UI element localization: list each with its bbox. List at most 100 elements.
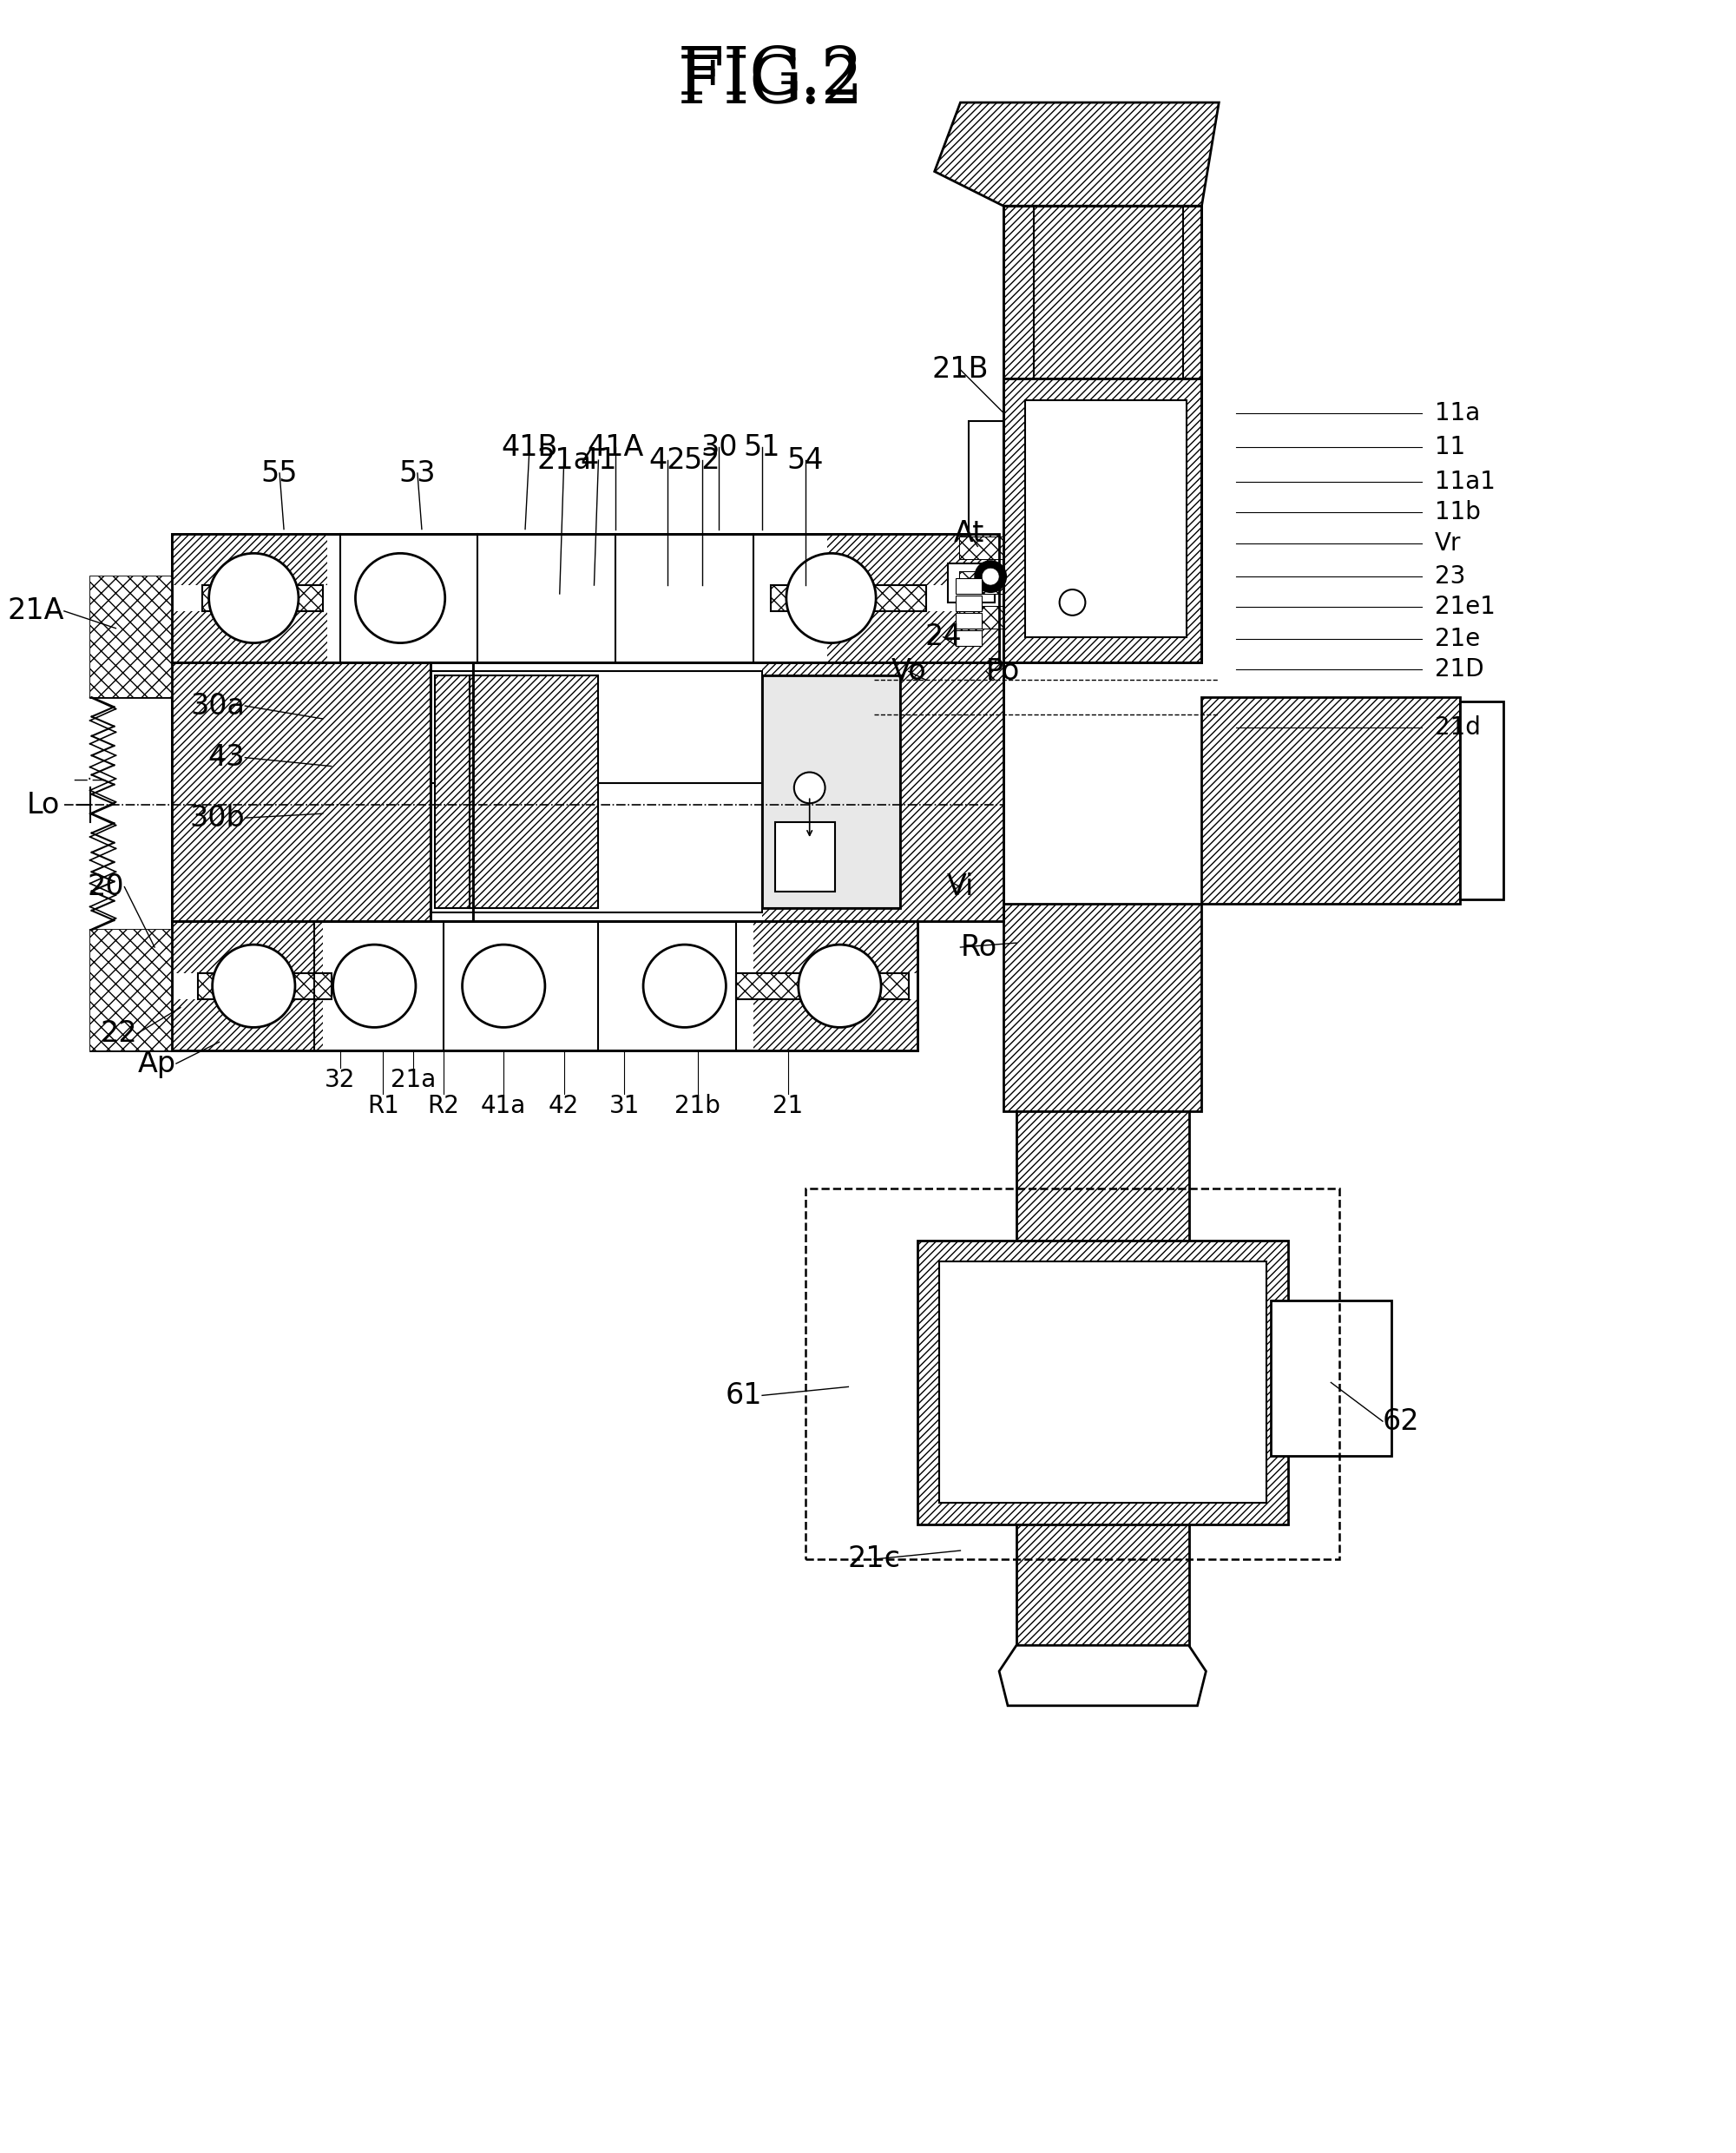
Text: 41A: 41A	[587, 433, 644, 461]
Bar	[198, 973, 332, 999]
Text: 52: 52	[684, 446, 720, 474]
Bar	[1460, 702, 1503, 900]
Text: 21D: 21D	[1434, 657, 1484, 683]
Bar	[172, 921, 917, 1051]
Circle shape	[793, 773, 825, 803]
Bar	[957, 631, 983, 646]
Bar	[826, 534, 1000, 586]
Bar	[172, 999, 323, 1051]
Bar	[1003, 904, 1201, 1111]
Text: 21: 21	[773, 1094, 804, 1117]
Text: 42: 42	[549, 1094, 580, 1117]
Text: 21a: 21a	[391, 1068, 436, 1092]
Bar	[1016, 1111, 1189, 1645]
Circle shape	[644, 945, 726, 1027]
Text: 22: 22	[101, 1018, 137, 1049]
Text: Lo: Lo	[26, 790, 59, 820]
Bar	[172, 921, 323, 973]
Text: 21e1: 21e1	[1434, 594, 1495, 618]
Text: Vo: Vo	[891, 657, 927, 685]
Text: 20: 20	[87, 872, 125, 902]
Bar	[736, 973, 908, 999]
Bar	[753, 999, 917, 1051]
Text: 11a1: 11a1	[1434, 469, 1495, 493]
Circle shape	[212, 945, 295, 1027]
Bar	[960, 538, 1003, 560]
Text: —·—: —·—	[73, 771, 106, 788]
Bar	[753, 921, 917, 973]
Text: 62: 62	[1382, 1406, 1420, 1436]
Bar	[1003, 379, 1201, 663]
Bar	[90, 930, 172, 1051]
Bar	[960, 607, 1003, 629]
Text: 11a: 11a	[1434, 400, 1479, 424]
Text: 21A: 21A	[7, 596, 64, 624]
Bar	[762, 676, 899, 909]
Text: 42: 42	[649, 446, 686, 474]
Text: 51: 51	[743, 433, 781, 461]
Text: 32: 32	[325, 1068, 356, 1092]
Bar	[469, 676, 599, 909]
Bar	[172, 534, 1000, 663]
Text: Po: Po	[986, 657, 1021, 685]
Circle shape	[333, 945, 415, 1027]
Text: R1: R1	[366, 1094, 399, 1117]
Text: 21c: 21c	[847, 1546, 901, 1574]
Text: 21b: 21b	[675, 1094, 720, 1117]
Text: Ro: Ro	[960, 932, 996, 962]
Bar	[960, 573, 1003, 594]
Text: Vr: Vr	[1434, 532, 1462, 555]
Circle shape	[786, 553, 877, 644]
Bar	[957, 596, 983, 611]
Text: 31: 31	[609, 1094, 639, 1117]
Text: At: At	[953, 519, 984, 547]
Bar	[90, 930, 172, 1051]
Bar	[431, 672, 762, 913]
Bar	[90, 577, 172, 698]
Text: R2: R2	[427, 1094, 460, 1117]
Bar	[960, 538, 1003, 560]
Circle shape	[356, 553, 444, 644]
Text: Ap: Ap	[137, 1049, 175, 1079]
Bar	[172, 534, 326, 586]
Text: 61: 61	[726, 1380, 762, 1410]
Bar	[771, 586, 925, 611]
Bar	[960, 573, 1003, 594]
Bar	[960, 607, 1003, 629]
Text: 21d: 21d	[1434, 715, 1481, 741]
Text: 24: 24	[925, 622, 962, 650]
Text: 30: 30	[701, 433, 738, 461]
Bar	[1003, 207, 1201, 663]
Bar	[806, 1188, 1340, 1559]
Bar	[762, 663, 1003, 921]
Bar	[1271, 1300, 1391, 1455]
Bar	[172, 663, 1003, 921]
Circle shape	[976, 562, 1007, 592]
Bar	[90, 577, 172, 698]
Text: Vi: Vi	[946, 872, 974, 902]
Bar	[826, 611, 1000, 663]
Text: 23: 23	[1434, 564, 1465, 588]
Text: 21B: 21B	[932, 355, 990, 383]
Bar	[762, 676, 899, 909]
Bar	[957, 579, 983, 594]
Text: FIG.2: FIG.2	[677, 54, 865, 118]
Circle shape	[799, 945, 882, 1027]
Bar	[957, 614, 983, 629]
Polygon shape	[1000, 1645, 1207, 1705]
Bar	[172, 921, 917, 1051]
Bar	[1024, 400, 1186, 637]
Bar	[1003, 207, 1201, 379]
Text: 41a: 41a	[481, 1094, 526, 1117]
Bar	[939, 1262, 1266, 1503]
Bar	[434, 676, 469, 909]
Bar	[201, 586, 323, 611]
Text: FIG.2: FIG.2	[677, 45, 865, 110]
Bar	[172, 534, 1000, 663]
Bar	[1201, 698, 1460, 904]
Text: 11: 11	[1434, 435, 1465, 459]
Bar	[774, 822, 835, 891]
Circle shape	[462, 945, 545, 1027]
Bar	[172, 663, 1003, 921]
Text: 54: 54	[786, 446, 823, 474]
